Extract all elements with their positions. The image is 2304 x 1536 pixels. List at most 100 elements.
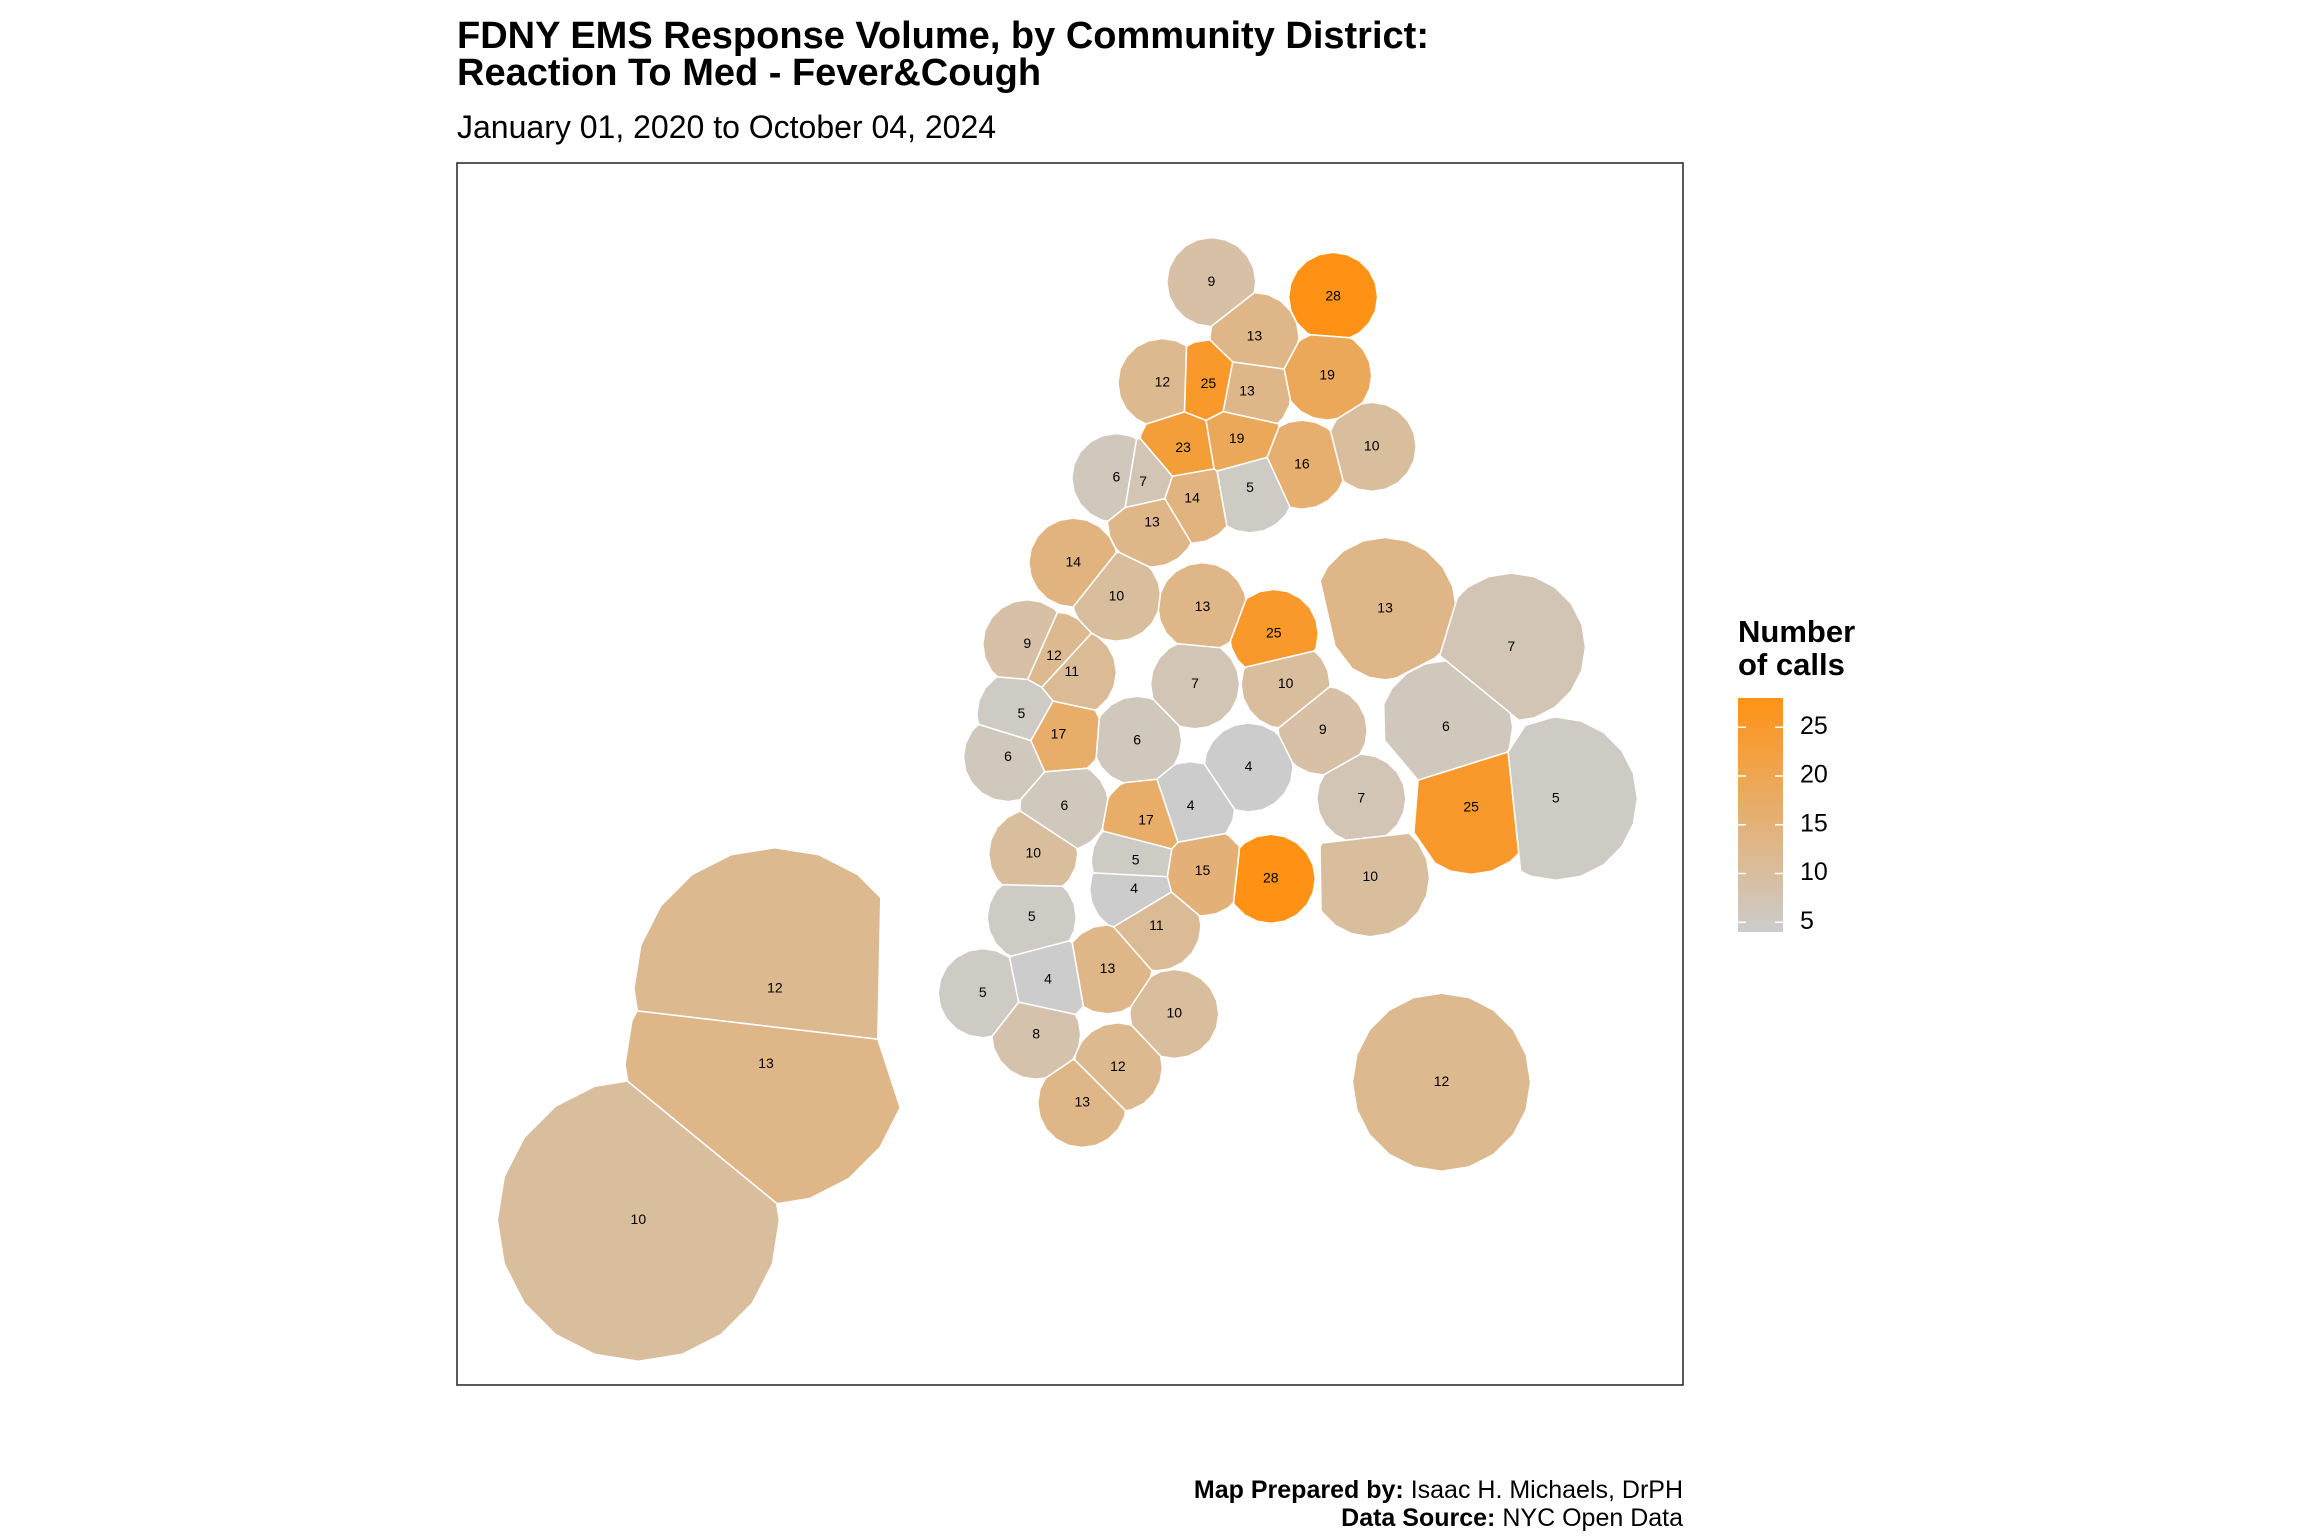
district-label: 9 [1207,273,1215,289]
footer-line: Map Prepared by: Isaac H. Michaels, DrPH [1194,1476,1683,1504]
district-label: 19 [1229,430,1245,446]
legend-colorbar [1738,698,1783,932]
district-label: 19 [1319,366,1335,382]
district [1028,517,1118,608]
footer: Map Prepared by: Isaac H. Michaels, DrPHD… [1194,1476,1683,1532]
district-label: 10 [1025,844,1041,860]
district [1319,832,1431,938]
district [1203,722,1294,813]
legend-title: of calls [1738,647,1845,682]
district-label: 10 [1278,675,1294,691]
footer-text: Isaac H. Michaels, DrPH [1411,1476,1683,1504]
district-label: 6 [1133,731,1141,747]
district-label: 10 [1362,868,1378,884]
district-label: 13 [1074,1094,1090,1110]
district-label: 17 [1051,726,1067,742]
district-label: 25 [1463,798,1479,814]
legend-tick-label: 5 [1800,907,1814,935]
district-label: 8 [1032,1025,1040,1041]
district [633,846,882,1041]
district-label: 25 [1266,625,1282,641]
district-label: 13 [758,1055,774,1071]
district-label: 23 [1175,439,1191,455]
district-label: 12 [1110,1058,1126,1074]
district-label: 13 [1100,960,1116,976]
map-frame [456,162,1684,1386]
legend-ticks: 5 10 15 20 25 [1738,712,1828,935]
district-label: 13 [1239,383,1255,399]
district-label: 6 [1112,469,1120,485]
district-label: 10 [631,1211,647,1227]
district [982,599,1059,681]
footer-label: Map Prepared by: [1194,1476,1404,1504]
district [1106,497,1192,568]
district-label: 10 [1109,587,1125,603]
district-label: 6 [1004,748,1012,764]
district-label: 12 [1434,1073,1450,1089]
district-label: 7 [1139,473,1147,489]
legend-tick-label: 15 [1800,809,1828,837]
district-label: 9 [1319,721,1327,737]
district-label: 5 [979,984,987,1000]
district [1232,833,1317,925]
district [1240,650,1331,729]
district [1036,1058,1127,1149]
footer-line: Data Source: NYC Open Data [1341,1504,1683,1532]
district-label: 15 [1195,862,1211,878]
district [1019,767,1109,850]
district [1149,643,1241,730]
district-label: 17 [1138,812,1154,828]
district [1166,832,1241,917]
district-label: 4 [1044,970,1052,986]
legend-title: Number [1738,614,1855,649]
legend-tick-label: 10 [1800,858,1828,886]
district-label: 7 [1507,638,1515,654]
district [1216,456,1291,534]
district-label: 13 [1247,328,1263,344]
district-label: 4 [1187,797,1195,813]
district-label: 10 [1166,1005,1182,1021]
district-label: 12 [1046,647,1062,663]
district-label: 25 [1201,375,1217,391]
district-label: 4 [1130,880,1138,896]
district-label: 7 [1357,789,1365,805]
district [937,947,1020,1039]
legend-tick-label: 20 [1800,761,1828,789]
map-layer: 9 28 13 19 12 25 13 23 19 16 10 6 7 5 14 13 14 10 13 13 25 7 9… [496,236,1639,1363]
district [1128,968,1220,1060]
district [496,1080,781,1363]
district [1166,236,1257,328]
district-label: 5 [1552,789,1560,805]
title-line: Reaction To Med - Fever&Cough [457,52,1041,94]
district-label: 10 [1364,438,1380,454]
district-label: 12 [767,979,783,995]
footer-label: Data Source: [1341,1504,1495,1532]
district [1287,251,1379,339]
district [1072,551,1162,643]
district [1438,572,1587,722]
district-label: 6 [1061,797,1069,813]
district-label: 16 [1294,455,1310,471]
district-label: 14 [1066,553,1082,569]
district-label: 9 [1023,635,1031,651]
district-label: 5 [1017,705,1025,721]
district-label: 5 [1028,908,1036,924]
district [1101,778,1179,850]
subtitle: January 01, 2020 to October 04, 2024 [457,109,996,145]
district [987,810,1079,887]
district-label: 12 [1155,374,1171,390]
district-label: 13 [1195,598,1211,614]
district [1329,401,1417,493]
title-line: FDNY EMS Response Volume, by Community D… [457,15,1429,57]
district-label: 6 [1442,718,1450,734]
district [962,723,1046,803]
district-label: 7 [1191,675,1199,691]
district-label: 13 [1377,599,1393,615]
district-label: 5 [1246,479,1254,495]
district-label: 13 [1144,513,1160,529]
district-label: 11 [1065,663,1080,679]
footer-text: NYC Open Data [1502,1504,1683,1532]
district-label: 28 [1263,870,1279,886]
district [1507,716,1639,882]
